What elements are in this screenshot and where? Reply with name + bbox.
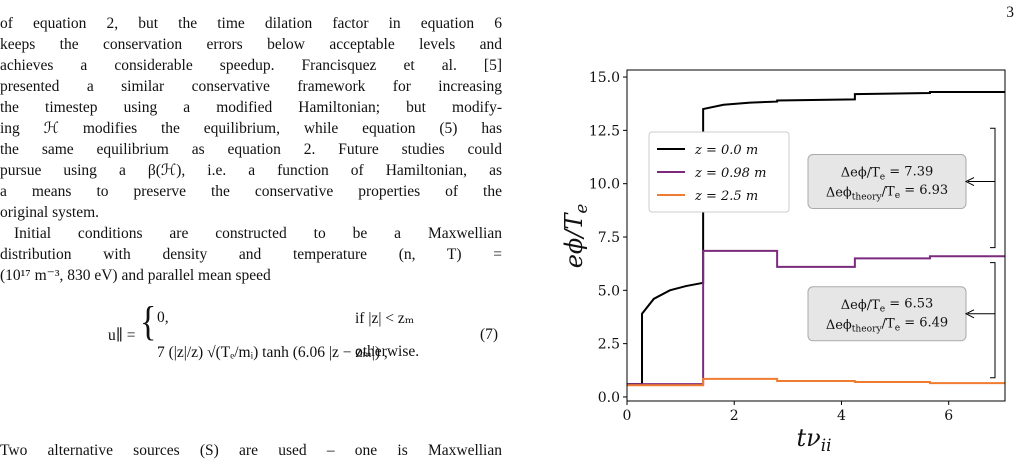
annotation-text-part: /T: [882, 184, 895, 199]
annotation-text-part: theory: [852, 325, 883, 335]
annotation-text-part: = 6.49: [900, 315, 948, 330]
annotation-text-part: Δeϕ: [826, 186, 852, 201]
page-number: 3: [1006, 4, 1014, 21]
x-tick-label: 4: [837, 408, 846, 424]
bracket: [990, 262, 996, 379]
equation-case: 0,: [157, 309, 169, 326]
text-line: of equation 2, but the time dilation fac…: [0, 15, 502, 32]
text-line: a means to preserve the conservative pro…: [0, 183, 502, 200]
annotation-text: Δeϕ/Te = 6.53: [841, 297, 934, 315]
data-line: [627, 249, 1005, 386]
annotation-text-part: Δeϕ/T: [841, 166, 880, 181]
legend-box: [648, 131, 790, 213]
annotation-text-part: = 6.53: [885, 297, 933, 312]
x-axis-label-part: ii: [821, 435, 832, 455]
x-tick-label: 2: [730, 408, 739, 424]
annotation-text-part: Δeϕ: [826, 318, 852, 333]
equation-brace: {: [140, 300, 157, 345]
legend-label: z = 2.5 m: [694, 189, 758, 204]
annotation-text-part: e: [895, 191, 900, 201]
bracket: [990, 127, 996, 249]
annotation-text-part: e: [895, 323, 900, 333]
axes-frame: [626, 69, 1006, 402]
annotation-text-part: e: [880, 305, 885, 315]
data-line: [627, 90, 1005, 386]
text-line: (10¹⁷ m⁻³, 830 eV) and parallel mean spe…: [0, 267, 271, 284]
y-tick-label: 15.0: [589, 70, 620, 86]
x-tick-label: 6: [944, 408, 953, 424]
text-line: distribution with density and temperatur…: [0, 246, 502, 263]
equation-number: (7): [480, 326, 499, 343]
text-line: the timestep using a modified Hamiltonia…: [0, 99, 502, 116]
annotation-text-part: /T: [882, 317, 895, 332]
text-line: original system.: [0, 204, 100, 221]
y-tick-label: 0.0: [598, 390, 620, 406]
y-tick-label: 10.0: [589, 177, 620, 193]
arrow-head: [964, 309, 975, 319]
x-axis-label-part: tν: [797, 424, 821, 452]
equation-condition: otherwise.: [355, 343, 420, 360]
legend-label: z = 0.0 m: [694, 143, 758, 158]
legend-label: z = 0.98 m: [694, 166, 766, 181]
y-tick-label: 7.5: [598, 230, 620, 246]
text-line: keeps the conservation errors below acce…: [0, 36, 502, 53]
equation-condition: if |z| < zₘ: [355, 310, 415, 327]
annotation-text-part: theory: [852, 192, 883, 202]
equation-case: 7 (|z|/z) √(Tₑ/mᵢ) tanh (6.06 |z − zₘ|) …: [157, 344, 388, 361]
annotation-text-part: Δeϕ/T: [841, 298, 880, 313]
text-line: presented a similar conservative framewo…: [0, 78, 502, 95]
text-line: pursue using a β(ℋ), i.e. a function of …: [0, 162, 502, 179]
text-line: ing ℋ modifies the equilibrium, while eq…: [0, 120, 502, 137]
text-line: achieves a considerable speedup. Francis…: [0, 57, 502, 74]
annotation-text-part: = 6.93: [900, 183, 948, 198]
annotation-text: Δeϕ/Te = 7.39: [841, 164, 934, 182]
arrow-head: [964, 177, 975, 186]
text-line: the same equilibrium as equation 2. Futu…: [0, 141, 502, 158]
y-axis-label: eϕ/Te: [560, 204, 591, 269]
text-line: Two alternative sources (S) are used – o…: [0, 442, 502, 459]
data-line: [627, 377, 1005, 387]
annotation-text-part: e: [880, 172, 885, 182]
equation-lhs: u∥ =: [108, 327, 136, 344]
y-tick-label: 2.5: [598, 337, 620, 353]
annotation-text: Δeϕtheory/Te = 6.93: [826, 183, 948, 202]
annotation-text-part: = 7.39: [885, 164, 933, 179]
annotation-text: Δeϕtheory/Te = 6.49: [826, 315, 948, 334]
y-tick-label: 12.5: [589, 123, 620, 139]
y-axis-label-part: eϕ/T: [560, 212, 588, 269]
x-axis-label: tνii: [797, 424, 832, 455]
text-line: Initial conditions are constructed to be…: [14, 225, 502, 242]
x-tick-label: 0: [623, 408, 632, 424]
y-tick-label: 5.0: [598, 283, 620, 299]
y-axis-label-part: e: [571, 204, 591, 214]
